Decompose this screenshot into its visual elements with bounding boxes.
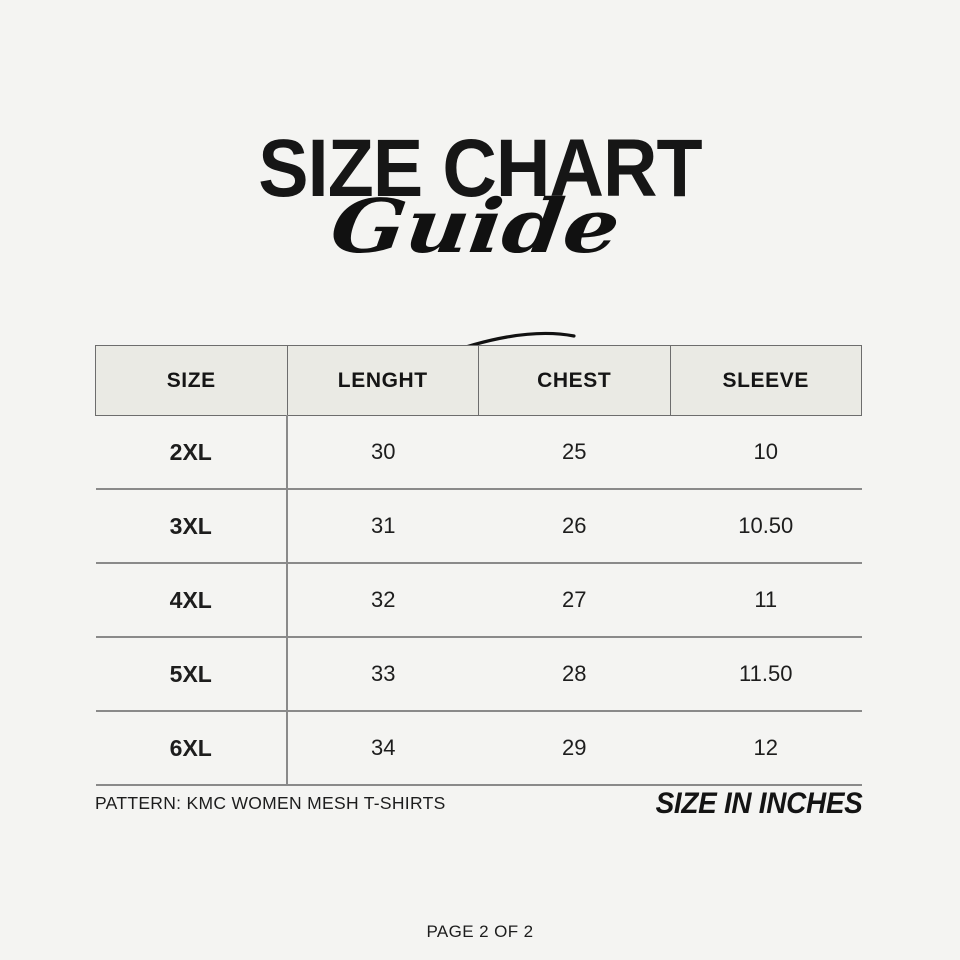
table-body: 2XL 30 25 10 3XL 31 26 10.50 4XL 32 27 1… bbox=[95, 415, 862, 786]
cell-size: 3XL bbox=[95, 489, 288, 564]
cell-length: 30 bbox=[287, 415, 479, 490]
table-row: 3XL 31 26 10.50 bbox=[95, 489, 862, 564]
column-header-sleeve: SLEEVE bbox=[669, 345, 862, 416]
column-header-length: LENGHT bbox=[286, 345, 479, 416]
column-header-size: SIZE bbox=[95, 345, 288, 416]
column-header-chest: CHEST bbox=[478, 345, 671, 416]
page-number: PAGE 2 OF 2 bbox=[426, 922, 534, 941]
cell-length: 31 bbox=[287, 489, 479, 564]
cell-size: 6XL bbox=[95, 711, 288, 786]
table-row: 6XL 34 29 12 bbox=[95, 711, 862, 786]
cell-size: 4XL bbox=[95, 563, 288, 638]
cell-chest: 27 bbox=[478, 563, 670, 638]
cell-sleeve: 12 bbox=[670, 711, 862, 786]
cell-length: 32 bbox=[287, 563, 479, 638]
pattern-label: PATTERN: KMC WOMEN MESH T-SHIRTS bbox=[95, 793, 446, 813]
table-header-row: SIZE LENGHT CHEST SLEEVE bbox=[95, 345, 862, 416]
cell-chest: 26 bbox=[478, 489, 670, 564]
table-header: SIZE LENGHT CHEST SLEEVE bbox=[95, 345, 862, 416]
cell-chest: 29 bbox=[478, 711, 670, 786]
cell-sleeve: 11 bbox=[670, 563, 862, 638]
page-title: SIZE CHART bbox=[258, 123, 702, 214]
cell-length: 33 bbox=[287, 637, 479, 712]
title-block: SIZE CHART Guide bbox=[0, 123, 960, 409]
cell-chest: 28 bbox=[478, 637, 670, 712]
table-row: 2XL 30 25 10 bbox=[95, 415, 862, 490]
cell-sleeve: 10 bbox=[670, 415, 862, 490]
footer-row: PATTERN: KMC WOMEN MESH T-SHIRTS SIZE IN… bbox=[95, 787, 862, 833]
cell-size: 5XL bbox=[95, 637, 288, 712]
cell-sleeve: 11.50 bbox=[670, 637, 862, 712]
page-title-script: Guide bbox=[326, 184, 625, 270]
table-row: 5XL 33 28 11.50 bbox=[95, 637, 862, 712]
cell-size: 2XL bbox=[95, 415, 288, 490]
units-label: SIZE IN INCHES bbox=[655, 787, 862, 820]
cell-chest: 25 bbox=[478, 415, 670, 490]
cell-sleeve: 10.50 bbox=[670, 489, 862, 564]
size-chart-table: SIZE LENGHT CHEST SLEEVE 2XL 30 25 10 3X… bbox=[95, 345, 862, 786]
cell-length: 34 bbox=[287, 711, 479, 786]
table-row: 4XL 32 27 11 bbox=[95, 563, 862, 638]
